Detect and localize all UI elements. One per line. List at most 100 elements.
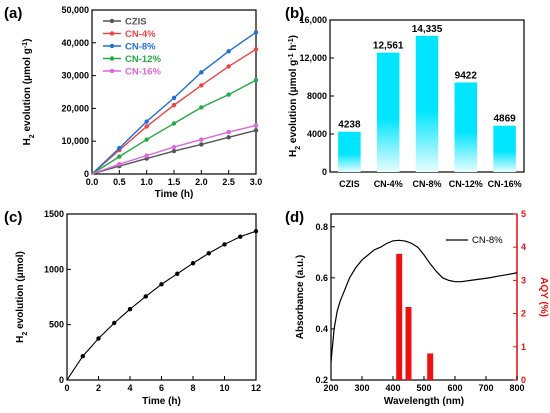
panel-c-point <box>143 294 148 299</box>
panel-a-ytick-label: 0 <box>84 169 89 179</box>
panel-b-chart: 0 4000 8000 12,000 16,000 4238 CZIS 12,561 CN-4%… <box>285 5 525 189</box>
panel-a-ytick-label: 30,000 <box>61 71 89 81</box>
panel-a-point <box>199 105 204 110</box>
panel-a-legend-label: CN-4% <box>125 29 156 40</box>
panel-d-absorbance-line <box>330 239 518 363</box>
panel-c-ytick-label: 500 <box>49 320 64 330</box>
panel-a-ytick-label: 40,000 <box>61 38 89 48</box>
panel-b-ytick-label: 16,000 <box>299 15 327 25</box>
panel-c-xtick-label: 2 <box>96 383 101 393</box>
panel-a-series-line <box>91 48 257 175</box>
panel-a-chart: 0.0 0.5 1.0 1.5 2.0 2.5 3.0 0 10,000 20,000 30,000… <box>4 5 262 200</box>
panel-a-point <box>117 154 122 159</box>
panel-b-bar <box>493 125 516 172</box>
panel-a-legend-label: CZIS <box>125 17 147 28</box>
panel-a-ytick-label: 10,000 <box>61 136 89 146</box>
panel-c-ytick-label: 0 <box>59 375 64 385</box>
panel-d-y2tick-label: 4 <box>521 242 526 252</box>
panel-c-xlabel: Time (h) <box>142 396 181 407</box>
panel-c-chart: 0 2 4 6 8 10 12 0 500 1000 1500 Time (h) H2 evolutio… <box>4 209 261 407</box>
panel-b-label: (b) <box>285 5 304 22</box>
panel-c-xtick-label: 6 <box>159 383 164 393</box>
panel-a-point <box>144 137 149 142</box>
panel-c-ylabel: H2 evolution (μmol) <box>15 251 29 343</box>
panel-d-y2tick-label: 2 <box>521 309 526 319</box>
panel-a-point <box>199 137 204 142</box>
panel-d-aqy-bar <box>396 253 403 380</box>
panel-b-category-label: CZIS <box>339 179 360 189</box>
panel-a-point <box>199 70 204 75</box>
panel-a-series-line <box>91 79 257 175</box>
panel-c-point <box>206 251 211 256</box>
panel-b-ytick-label: 4000 <box>307 129 327 139</box>
panel-a-point <box>253 128 259 133</box>
panel-a-legend-marker <box>109 56 115 61</box>
panel-d-xlabel: Wavelength (nm) <box>384 396 464 407</box>
panel-c-xtick-label: 12 <box>251 383 261 393</box>
panel-a-point <box>253 47 259 52</box>
panel-b-bar <box>376 52 400 172</box>
panel-a-point <box>226 92 231 97</box>
panel-a-point <box>226 135 231 140</box>
panel-a-point <box>199 83 204 88</box>
panel-b-value-label: 4869 <box>493 114 516 125</box>
panel-d-xtick-label: 600 <box>447 383 462 393</box>
panel-d-aqy-bar <box>405 306 412 380</box>
panel-d-y2tick-label: 0 <box>521 375 526 385</box>
panel-b-value-label: 14,335 <box>412 24 443 35</box>
panel-d-y2label: AQY (%) <box>538 277 549 317</box>
panel-a-ytick-label: 20,000 <box>61 103 89 113</box>
panel-d-ytick-label: 0.4 <box>315 324 328 334</box>
panel-d-ytick-label: 0.2 <box>315 375 328 385</box>
panel-b-ylabel: H2 evolution (μmol g-1 h-1) <box>288 35 302 157</box>
panel-b-category-label: CN-4% <box>374 179 403 189</box>
panel-a-legend-label: CN-16% <box>125 67 161 78</box>
panel-c-xtick-label: 8 <box>190 383 195 393</box>
panel-d-y2tick-label: 1 <box>521 342 526 352</box>
panel-b-ytick-label: 8000 <box>307 91 327 101</box>
panel-d-aqy-bar <box>427 353 434 380</box>
panel-a-point <box>171 144 177 150</box>
panel-b-value-label: 9422 <box>455 70 478 81</box>
panel-a-xtick-label: 2.0 <box>195 177 208 187</box>
panel-b-category-label: CN-8% <box>412 179 441 189</box>
panel-d-legend-label: CN-8% <box>472 235 503 246</box>
panel-c-point <box>127 306 133 312</box>
panel-d-y2tick-label: 5 <box>521 209 526 219</box>
panel-a-xtick-label: 2.5 <box>222 177 235 187</box>
panel-a-legend-marker <box>109 31 115 36</box>
panel-d-xtick-label: 300 <box>354 383 369 393</box>
panel-d-xtick-label: 400 <box>385 383 400 393</box>
panel-d-xtick-label: 200 <box>323 383 338 393</box>
panel-c-point <box>175 271 180 276</box>
panel-d-y2tick-label: 3 <box>521 275 526 285</box>
panel-a-ylabel: H2 evolution (μmol g-1) <box>22 39 36 146</box>
panel-c-ytick-label: 1000 <box>44 264 64 274</box>
panel-a-label: (a) <box>4 5 22 22</box>
panel-a-point <box>171 102 177 108</box>
panel-c-point <box>238 234 243 239</box>
panel-a-legend-marker <box>109 43 115 49</box>
panel-a-point <box>117 161 122 167</box>
panel-c-series-line <box>66 230 257 381</box>
panel-b-bar <box>415 35 439 172</box>
panel-a-point <box>144 124 149 129</box>
panel-a-point <box>199 142 204 147</box>
panel-b-category-label: CN-16% <box>488 179 522 189</box>
panel-a-point <box>144 119 149 124</box>
panel-c-xtick-label: 10 <box>219 383 229 393</box>
panel-c-ytick-label: 1500 <box>44 209 64 219</box>
panel-b-value-label: 4238 <box>338 120 361 131</box>
panel-c-point <box>80 354 85 359</box>
panel-a-point <box>253 123 259 128</box>
panel-a-legend-marker <box>109 68 115 74</box>
panel-d-ytick-label: 0.8 <box>315 222 328 232</box>
panel-c-frame <box>66 213 257 381</box>
panel-c-point <box>112 320 117 326</box>
panel-a-legend-label: CN-8% <box>125 42 156 53</box>
panel-d-xtick-label: 500 <box>416 383 431 393</box>
panel-b-category-label: CN-12% <box>449 179 483 189</box>
panel-b-ytick-label: 12,000 <box>299 53 327 63</box>
panel-c-label: (c) <box>4 209 22 226</box>
